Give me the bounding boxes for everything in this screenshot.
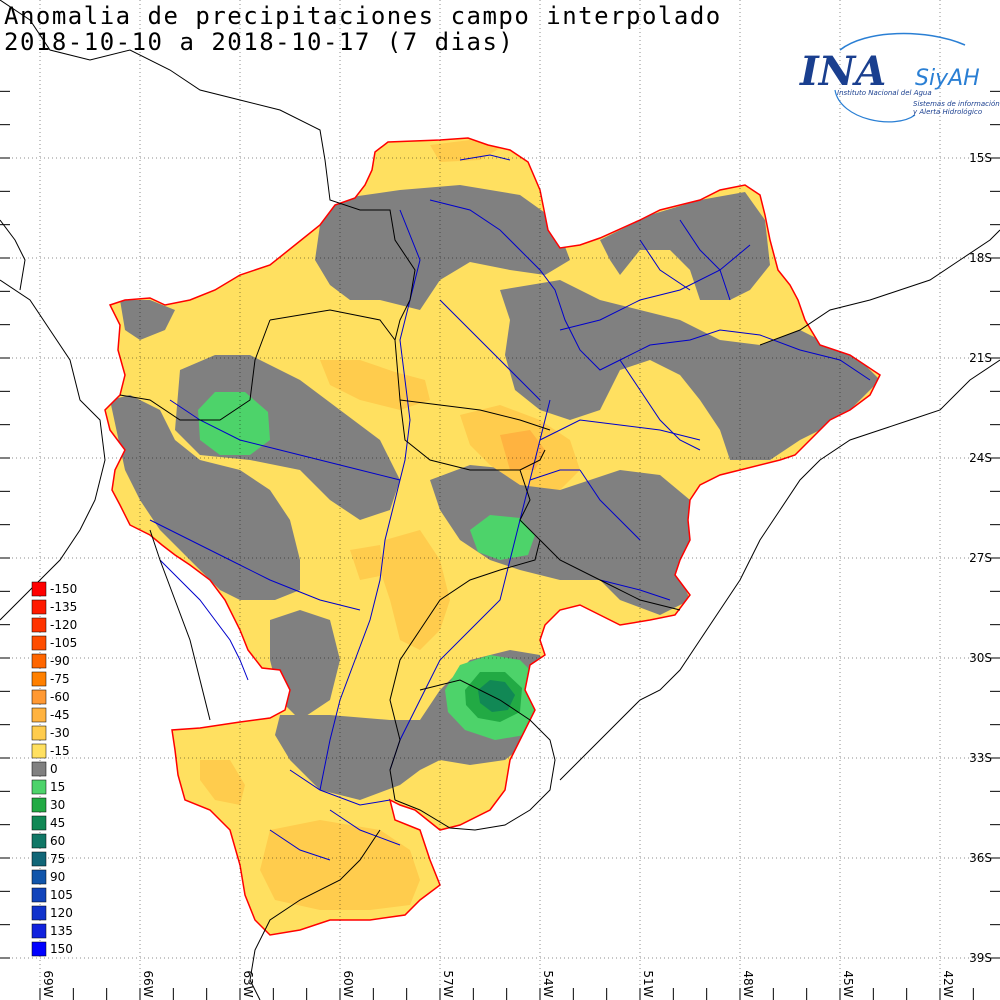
- lon-tick-label: 51W: [641, 970, 655, 997]
- lat-tick-label: 36S: [969, 851, 992, 865]
- legend-label: -75: [50, 672, 70, 686]
- logo-ina-text: INA: [799, 48, 886, 95]
- legend-label: 45: [50, 816, 65, 830]
- lat-tick-label: 15S: [969, 151, 992, 165]
- legend-label: -135: [50, 600, 77, 614]
- legend-label: 90: [50, 870, 65, 884]
- lat-tick-label: 30S: [969, 651, 992, 665]
- legend-label: -45: [50, 708, 70, 722]
- lon-tick-label: 66W: [141, 970, 155, 997]
- logo-subtitle-2: Sistemas de información: [913, 100, 1000, 108]
- legend-swatch: [31, 689, 47, 705]
- legend-swatch: [31, 725, 47, 741]
- legend-swatch: [31, 815, 47, 831]
- lon-tick-label: 42W: [941, 970, 955, 997]
- legend-label: -60: [50, 690, 70, 704]
- legend-label: -105: [50, 636, 77, 650]
- legend-label: 30: [50, 798, 65, 812]
- lon-tick-label: 60W: [341, 970, 355, 997]
- logo-subtitle-1: Instituto Nacional del Agua: [837, 89, 932, 97]
- legend-label: -120: [50, 618, 77, 632]
- legend-swatch: [31, 923, 47, 939]
- lat-tick-label: 24S: [969, 451, 992, 465]
- lon-tick-label: 48W: [741, 970, 755, 997]
- legend-swatch: [31, 653, 47, 669]
- legend-swatch: [31, 779, 47, 795]
- legend-label: -90: [50, 654, 70, 668]
- lat-tick-label: 27S: [969, 551, 992, 565]
- legend-label: -15: [50, 744, 70, 758]
- legend-label: 135: [50, 924, 73, 938]
- legend-swatch: [31, 869, 47, 885]
- lat-tick-label: 39S: [969, 951, 992, 965]
- legend-label: 15: [50, 780, 65, 794]
- legend-label: 0: [50, 762, 58, 776]
- legend-swatch: [31, 887, 47, 903]
- map-date-range: 2018-10-10 a 2018-10-17 (7 dias): [4, 28, 515, 56]
- legend-label: 150: [50, 942, 73, 956]
- legend-swatch: [31, 671, 47, 687]
- basin-outline: [104, 137, 881, 936]
- legend-swatch: [31, 797, 47, 813]
- legend-swatch: [31, 851, 47, 867]
- rivers: [149, 154, 871, 861]
- legend-swatch: [31, 599, 47, 615]
- logo-arc: [834, 89, 916, 123]
- legend-label: 75: [50, 852, 65, 866]
- color-legend: -150-135-120-105-90-75-60-45-30-15015304…: [31, 581, 77, 957]
- legend-swatch: [31, 761, 47, 777]
- legend-label: 60: [50, 834, 65, 848]
- lon-tick-label: 69W: [41, 970, 55, 997]
- legend-swatch: [31, 905, 47, 921]
- legend-swatch: [31, 581, 47, 597]
- legend-swatch: [31, 707, 47, 723]
- legend-label: -150: [50, 582, 77, 596]
- lon-tick-label: 54W: [541, 970, 555, 997]
- ina-siyah-logo: INA SiyAH Instituto Nacional del Agua Si…: [799, 32, 1000, 123]
- legend-swatch: [31, 617, 47, 633]
- legend-label: 105: [50, 888, 73, 902]
- legend-swatch: [31, 635, 47, 651]
- legend-swatch: [31, 743, 47, 759]
- logo-subtitle-3: y Alerta Hidrológico: [912, 108, 982, 116]
- logo-siyah-text: SiyAH: [915, 66, 980, 91]
- legend-label: 120: [50, 906, 73, 920]
- lon-tick-label: 63W: [241, 970, 255, 997]
- lat-tick-label: 21S: [969, 351, 992, 365]
- logo-swoosh: [839, 32, 966, 51]
- axis-ticks: 69W 66W 63W 60W 57W 54W 51W 48W 45W 42W 15S 18S 21S 2…: [0, 90, 1000, 1000]
- lat-tick-label: 33S: [969, 751, 992, 765]
- lat-tick-label: 18S: [969, 251, 992, 265]
- legend-swatch: [31, 941, 47, 957]
- legend-label: -30: [50, 726, 70, 740]
- map-title: Anomalia de precipitaciones campo interp…: [4, 2, 722, 30]
- legend-swatch: [31, 833, 47, 849]
- lon-tick-label: 45W: [841, 970, 855, 997]
- lon-tick-label: 57W: [441, 970, 455, 997]
